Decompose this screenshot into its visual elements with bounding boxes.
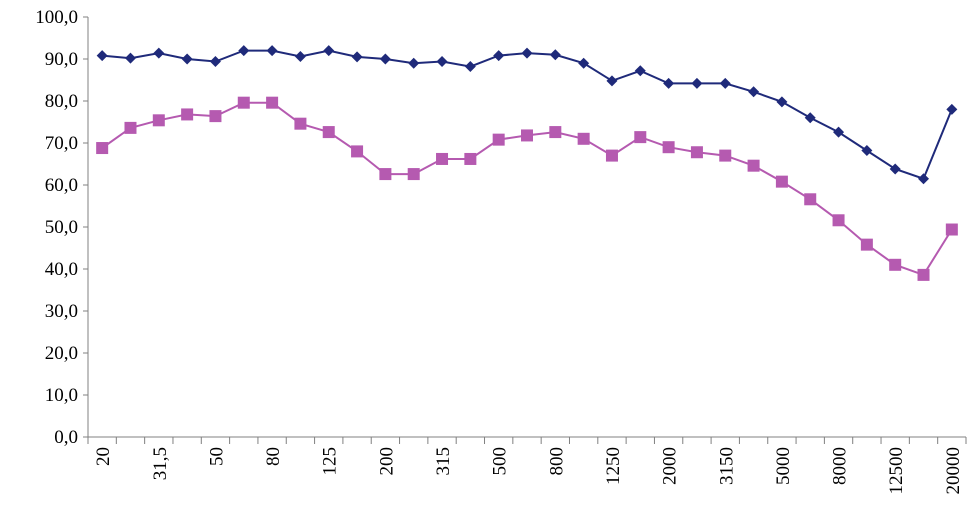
data-point-diamond xyxy=(578,57,590,69)
data-point-diamond xyxy=(266,45,278,57)
x-tick-label: 500 xyxy=(490,447,511,476)
data-point-square xyxy=(464,152,477,165)
y-tick-label: 70,0 xyxy=(45,133,78,154)
data-point-square xyxy=(634,131,647,144)
data-point-square xyxy=(719,149,732,162)
data-point-square xyxy=(549,126,562,139)
data-point-square xyxy=(209,110,222,123)
data-point-diamond xyxy=(748,86,760,98)
y-tick-label: 40,0 xyxy=(45,259,78,280)
y-tick-label: 60,0 xyxy=(45,175,78,196)
data-point-diamond xyxy=(493,50,505,62)
y-tick-label: 0,0 xyxy=(54,427,78,448)
data-point-square xyxy=(436,152,449,165)
data-point-diamond xyxy=(124,52,136,64)
data-point-square xyxy=(945,223,958,236)
y-tick-label: 90,0 xyxy=(45,49,78,70)
x-tick-label: 200 xyxy=(376,447,397,476)
y-tick-label: 100,0 xyxy=(35,7,78,28)
data-point-square xyxy=(662,141,675,154)
data-point-diamond xyxy=(804,112,816,124)
data-point-diamond xyxy=(408,57,420,69)
series-plot-area xyxy=(96,45,958,281)
data-point-diamond xyxy=(549,49,561,61)
data-point-square xyxy=(690,146,703,159)
data-point-square xyxy=(322,126,335,139)
x-tick-label: 800 xyxy=(546,447,567,476)
series-line xyxy=(102,49,953,180)
x-axis: 20 31,5 50 80 125 200 315 500 800 1250 2000 3150 500… xyxy=(87,436,967,495)
data-point-diamond xyxy=(96,50,108,62)
y-tick-label: 50,0 xyxy=(45,217,78,238)
x-tick-label: 5000 xyxy=(773,447,794,485)
x-tick-label: 3150 xyxy=(716,447,737,485)
data-point-square xyxy=(266,96,279,109)
data-point-square xyxy=(917,268,930,281)
data-point-diamond xyxy=(776,96,788,108)
data-point-diamond xyxy=(379,53,391,65)
data-point-diamond xyxy=(351,51,363,63)
data-point-diamond xyxy=(294,50,306,62)
data-point-square xyxy=(860,238,873,251)
data-point-diamond xyxy=(209,56,221,68)
data-point-square xyxy=(181,108,194,121)
x-tick-label: 125 xyxy=(320,447,341,476)
data-point-square xyxy=(124,121,137,134)
data-point-diamond xyxy=(436,56,448,68)
data-point-square xyxy=(152,114,165,127)
data-point-square xyxy=(96,142,109,155)
data-point-square xyxy=(521,129,533,142)
data-point-square xyxy=(775,175,788,188)
x-tick-label: 12500 xyxy=(886,447,907,495)
data-point-diamond xyxy=(833,126,845,138)
data-point-square xyxy=(804,193,817,206)
data-point-diamond xyxy=(861,145,873,157)
x-tick-label: 20 xyxy=(93,447,114,466)
x-tick-label: 20000 xyxy=(943,447,964,495)
data-point-square xyxy=(237,96,250,109)
x-tick-label: 1250 xyxy=(603,447,624,485)
data-point-diamond xyxy=(464,61,476,73)
data-point-diamond xyxy=(889,163,901,175)
y-tick-label: 10,0 xyxy=(45,385,78,406)
x-tick-label: 80 xyxy=(263,447,284,466)
y-tick-label: 20,0 xyxy=(45,343,78,364)
y-tick-label: 80,0 xyxy=(45,91,78,112)
data-point-square xyxy=(747,159,760,172)
series-line xyxy=(101,101,953,277)
data-point-square xyxy=(351,145,364,158)
data-point-diamond xyxy=(918,173,930,185)
data-point-square xyxy=(294,117,307,130)
data-point-square xyxy=(605,149,618,162)
data-point-diamond xyxy=(663,77,675,89)
x-tick-label: 8000 xyxy=(830,447,851,485)
x-tick-label: 2000 xyxy=(660,447,681,485)
x-tick-label: 31,5 xyxy=(150,447,171,480)
data-point-diamond xyxy=(634,65,646,77)
y-axis: 0,0 10,0 20,0 30,0 40,0 50,0 60,0 70,0 80,0 90,0 1… xyxy=(35,7,89,448)
data-point-square xyxy=(832,214,845,227)
y-tick-label: 30,0 xyxy=(45,301,78,322)
series-2 xyxy=(96,96,958,281)
x-tick-label: 315 xyxy=(433,447,454,476)
data-point-diamond xyxy=(946,103,958,115)
data-point-diamond xyxy=(323,45,335,57)
data-point-diamond xyxy=(719,77,731,89)
data-point-diamond xyxy=(181,53,193,65)
data-point-square xyxy=(577,132,590,145)
x-tick-label: 50 xyxy=(206,447,227,466)
data-point-square xyxy=(492,133,505,146)
data-point-diamond xyxy=(521,47,533,59)
data-point-diamond xyxy=(606,75,618,87)
data-point-diamond xyxy=(691,77,703,89)
data-point-square xyxy=(379,168,392,181)
data-point-diamond xyxy=(153,47,165,59)
data-point-square xyxy=(407,168,420,181)
series-1 xyxy=(96,45,958,185)
data-point-diamond xyxy=(238,45,250,57)
data-point-square xyxy=(889,258,902,271)
